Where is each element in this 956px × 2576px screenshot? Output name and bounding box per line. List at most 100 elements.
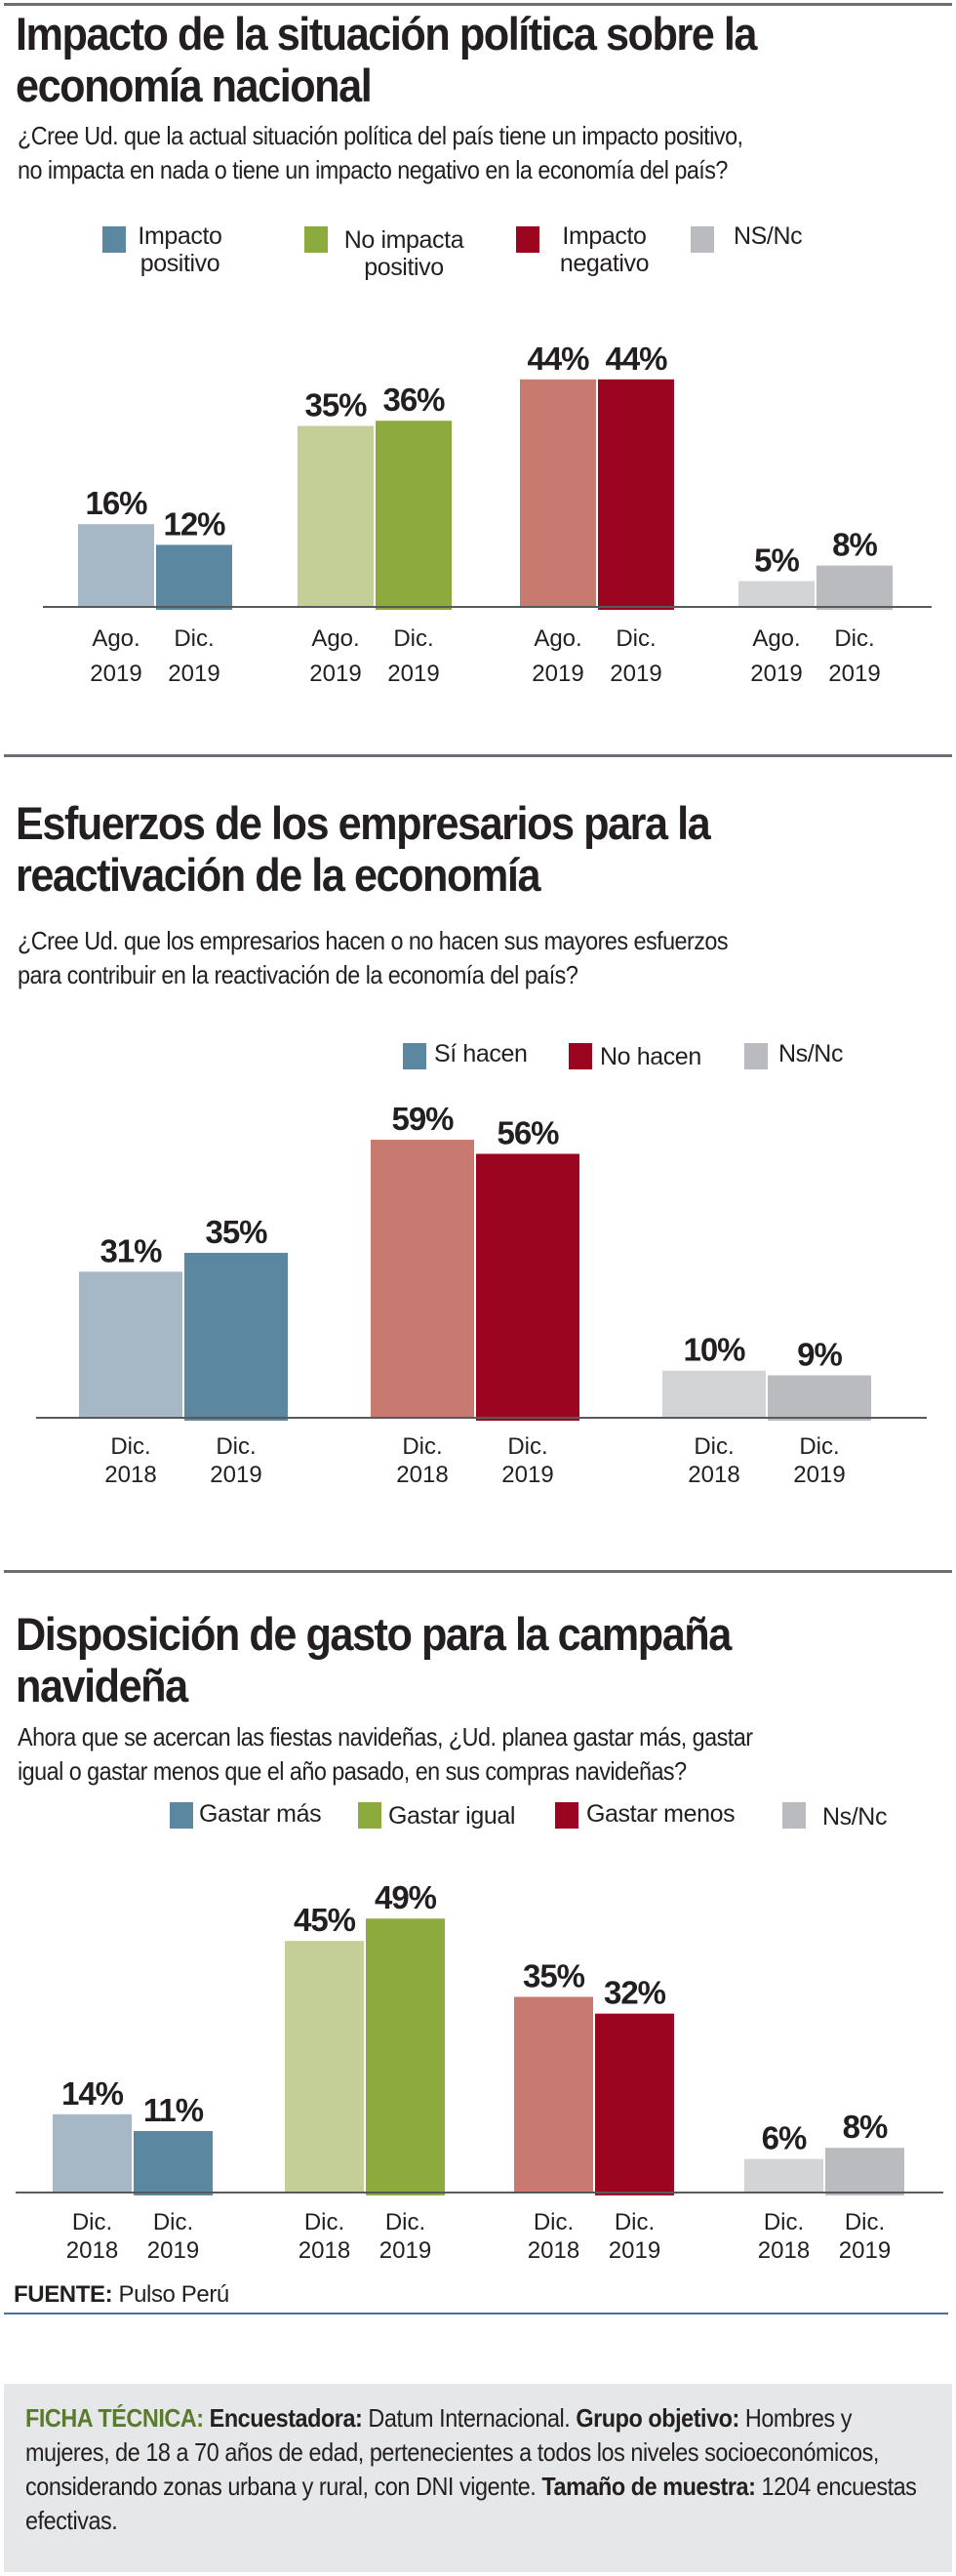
- x-tick-label-year: 2019: [839, 2237, 891, 2264]
- value-label: 12%: [163, 505, 225, 542]
- value-label: 14%: [61, 2075, 124, 2112]
- x-tick-label-month: Dic.: [385, 2209, 425, 2235]
- value-label: 6%: [762, 2120, 807, 2156]
- bar-group-ns-nc: 5% Ago. 2019 8% Dic. 2019: [738, 527, 893, 687]
- bar: [285, 1941, 364, 2193]
- legend-swatch: [516, 226, 539, 253]
- x-tick-label-month: Dic.: [110, 1433, 150, 1460]
- x-tick-label-year: 2018: [396, 1462, 448, 1488]
- chart1-bar-chart: 16% Ago. 2019 12% Dic. 2019 35% Ago. 2019 36% Dic.…: [43, 341, 932, 687]
- x-tick-label-month: Ago.: [534, 625, 581, 652]
- chart2-question: ¿Cree Ud. que los empresarios hacen o no…: [18, 924, 913, 992]
- technical-sheet-box: FICHA TÉCNICA: Encuestadora: Datum Inter…: [4, 2384, 952, 2572]
- target-group-value: Hombres y mujeres, de 18 a 70 años de ed…: [25, 2403, 879, 2501]
- legend-swatch: [782, 1802, 806, 1829]
- x-tick-label-year: 2019: [90, 661, 141, 687]
- chart1-title: Impacto de la situación política sobre l…: [16, 8, 868, 111]
- chart2-title-line2: reactivación de la economía: [16, 849, 541, 901]
- x-tick-label-year: 2019: [750, 661, 802, 687]
- bar: [376, 421, 452, 610]
- chart2-question-line1: ¿Cree Ud. que los empresarios hacen o no…: [18, 926, 729, 955]
- bar: [738, 581, 815, 607]
- bar: [134, 2130, 213, 2195]
- x-tick-label-month: Dic.: [216, 1433, 256, 1460]
- x-tick-label-month: Dic.: [616, 625, 656, 652]
- legend-label: Ns/Nc: [822, 1803, 888, 1831]
- bar: [598, 379, 674, 610]
- chart3-title-line2: navideña: [16, 1660, 188, 1711]
- bar: [520, 379, 596, 607]
- bar-group-no-impacta-positivo: 35% Ago. 2019 36% Dic. 2019: [298, 382, 452, 687]
- value-label: 45%: [294, 1902, 356, 1938]
- x-tick-label-year: 2019: [828, 661, 880, 687]
- x-tick-label-year: 2019: [387, 661, 439, 687]
- value-label: 44%: [605, 341, 667, 377]
- value-label: 35%: [523, 1957, 585, 1993]
- x-tick-label-year: 2019: [147, 2237, 199, 2264]
- x-tick-label-year: 2019: [793, 1462, 845, 1488]
- bar: [662, 1370, 766, 1418]
- legend-swatch: [744, 1043, 768, 1069]
- bar: [366, 1918, 445, 2195]
- x-tick-label-year: 2018: [688, 1462, 739, 1488]
- x-tick-label-month: Ago.: [92, 625, 139, 652]
- x-tick-label-month: Dic.: [534, 2209, 574, 2235]
- x-tick-label-year: 2018: [104, 1462, 156, 1488]
- chart3-question-line1: Ahora que se acercan las fiestas navideñ…: [18, 1722, 753, 1751]
- chart1-title-line2: economía nacional: [16, 60, 373, 111]
- legend-swatch: [170, 1802, 193, 1829]
- legend-label: NS/Nc: [734, 222, 803, 250]
- x-tick-label-month: Dic.: [507, 1433, 547, 1460]
- value-label: 9%: [797, 1337, 842, 1373]
- bar: [156, 544, 232, 610]
- x-tick-label-year: 2018: [299, 2237, 350, 2264]
- legend-label: No impacta positivo: [343, 226, 464, 281]
- x-tick-label-month: Dic.: [402, 1433, 442, 1460]
- bar: [53, 2113, 132, 2193]
- bar-group-impacto-negativo: 44% Ago. 2019 44% Dic. 2019: [520, 341, 674, 687]
- chart1-question-line1: ¿Cree Ud. que la actual situación políti…: [18, 121, 743, 150]
- legend-swatch: [691, 226, 714, 253]
- bar-group-impacto-positivo: 16% Ago. 2019 12% Dic. 2019: [78, 485, 232, 687]
- chart1-question: ¿Cree Ud. que la actual situación políti…: [18, 119, 913, 187]
- bar: [371, 1140, 474, 1418]
- value-label: 31%: [100, 1232, 162, 1268]
- bar: [744, 2158, 823, 2193]
- chart3-question: Ahora que se acercan las fiestas navideñ…: [18, 1720, 913, 1789]
- pollster-label: Encuestadora:: [209, 2403, 363, 2433]
- section-divider: [4, 1570, 952, 1573]
- chart2-bar-chart: 31%Dic.201835%Dic.201959%Dic.201856%Dic.…: [36, 1101, 927, 1488]
- technical-sheet-heading: FICHA TÉCNICA:: [25, 2403, 204, 2433]
- x-tick-label-year: 2019: [379, 2237, 431, 2264]
- bar: [768, 1375, 871, 1421]
- bar: [298, 425, 374, 607]
- value-label: 35%: [304, 387, 367, 423]
- chart1-title-line1: Impacto de la situación política sobre l…: [16, 8, 757, 60]
- x-tick-label-year: 2018: [528, 2237, 579, 2264]
- x-tick-label-month: Dic.: [153, 2209, 193, 2235]
- x-tick-label-month: Dic.: [615, 2209, 655, 2235]
- x-tick-label-year: 2018: [758, 2237, 810, 2264]
- chart1-question-line2: no impacta en nada o tiene un impacto ne…: [18, 155, 728, 184]
- source-value: Pulso Perú: [112, 2281, 229, 2308]
- x-tick-label-month: Ago.: [752, 625, 800, 652]
- legend-label: Gastar igual: [388, 1802, 515, 1830]
- x-tick-label-year: 2019: [532, 661, 583, 687]
- bar: [514, 1996, 593, 2193]
- legend-label: Impacto positivo: [138, 222, 222, 277]
- value-label: 16%: [85, 485, 147, 521]
- legend-swatch: [569, 1043, 592, 1069]
- pollster-value: Datum Internacional.: [362, 2403, 577, 2433]
- legend-swatch: [304, 226, 328, 253]
- technical-sheet-text: FICHA TÉCNICA: Encuestadora: Datum Inter…: [25, 2401, 938, 2538]
- value-label: 49%: [375, 1879, 437, 1915]
- value-label: 32%: [604, 1975, 666, 2011]
- legend-swatch: [403, 1043, 426, 1069]
